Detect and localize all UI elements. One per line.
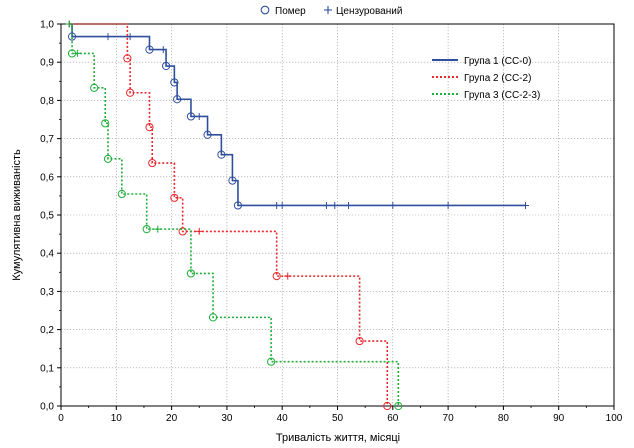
death-marker-icon: [260, 5, 270, 15]
legend-label-group-3: Група 3 (СС-2-3): [464, 90, 540, 101]
censored-marker: [389, 201, 397, 209]
y-tick-label: 0,4: [40, 249, 54, 260]
death-marker: [208, 313, 218, 322]
series-group-3: [65, 20, 403, 411]
death-marker: [355, 336, 364, 346]
censored-marker-icon: [324, 6, 332, 14]
censored-marker: [74, 49, 82, 57]
x-tick-label: 90: [553, 413, 565, 424]
death-marker: [383, 401, 392, 411]
y-tick-label: 0,2: [40, 325, 54, 336]
censored-marker: [345, 201, 353, 209]
death-legend-label: Помер: [275, 6, 306, 17]
y-tick-label: 0,0: [40, 402, 54, 413]
x-axis: 0 10 20 30 40 50 60 70 80 90 100: [58, 406, 623, 424]
death-marker: [90, 83, 99, 92]
death-marker: [394, 401, 403, 411]
death-marker: [233, 201, 243, 210]
death-marker: [272, 272, 281, 281]
x-tick-label: 0: [58, 413, 64, 424]
y-tick-label: 0,6: [40, 172, 54, 183]
series-line-1: [69, 23, 526, 207]
y-tick-label: 0,1: [40, 363, 54, 374]
censored-marker: [126, 33, 134, 41]
censored-marker: [159, 46, 167, 54]
censored-marker: [195, 112, 203, 120]
death-marker: [103, 154, 113, 163]
x-tick-label: 10: [111, 413, 123, 424]
death-marker: [101, 119, 110, 128]
x-tick-label: 40: [277, 413, 289, 424]
series-layer: [65, 20, 530, 411]
censored-marker: [522, 201, 530, 209]
x-tick-label: 70: [443, 413, 455, 424]
y-axis-title: Кумулятивна виживаність: [11, 149, 23, 281]
y-tick-label: 0,7: [40, 134, 54, 145]
series-line-2: [69, 23, 389, 406]
death-marker: [186, 269, 196, 278]
series-legend: Група 1 (СС-0) Група 2 (СС-2) Група 3 (С…: [432, 56, 540, 101]
x-tick-label: 80: [498, 413, 510, 424]
death-marker: [145, 45, 154, 54]
censored-marker: [322, 201, 330, 209]
series-line-3: [69, 23, 400, 406]
y-axis: 0,0 0,1 0,2 0,3 0,4 0,5 0,6 0,7 0,8 0,9 1,0: [40, 20, 61, 413]
legend-label-group-1: Група 1 (СС-0): [464, 56, 531, 67]
death-marker: [161, 61, 171, 71]
death-marker: [145, 123, 154, 132]
death-marker: [123, 54, 132, 63]
death-marker: [178, 227, 187, 236]
death-marker: [67, 32, 77, 41]
death-marker: [173, 95, 182, 104]
death-marker: [186, 112, 196, 121]
censored-marker: [331, 201, 339, 209]
series-group-1: [65, 20, 530, 210]
grid: [61, 24, 614, 406]
death-marker: [203, 130, 212, 139]
y-tick-label: 0,3: [40, 287, 54, 298]
censored-marker: [284, 272, 292, 280]
y-tick-label: 0,8: [40, 96, 54, 107]
censored-marker: [104, 33, 112, 41]
censored-marker: [278, 201, 286, 209]
death-marker: [217, 150, 226, 159]
censored-marker: [65, 20, 73, 28]
legend-label-group-2: Група 2 (СС-2): [464, 73, 531, 84]
y-tick-label: 1,0: [40, 20, 54, 31]
death-marker: [142, 225, 151, 234]
x-tick-label: 20: [166, 413, 178, 424]
death-marker: [170, 78, 179, 87]
death-marker: [117, 189, 126, 199]
death-marker: [148, 158, 157, 168]
x-tick-label: 50: [332, 413, 344, 424]
y-tick-label: 0,5: [40, 211, 54, 222]
censored-marker: [154, 225, 162, 233]
top-legend: Помер Цензурований: [260, 5, 402, 17]
censored-marker: [195, 227, 203, 235]
death-marker: [228, 176, 237, 185]
death-marker: [126, 88, 135, 97]
censored-marker: [444, 201, 452, 209]
x-tick-label: 30: [221, 413, 233, 424]
y-tick-label: 0,9: [40, 58, 54, 69]
x-tick-label: 60: [387, 413, 399, 424]
censored-legend-label: Цензурований: [336, 6, 402, 17]
death-marker: [170, 193, 179, 202]
x-tick-label: 100: [606, 413, 623, 424]
death-marker: [267, 357, 276, 366]
x-axis-title: Тривалість життя, місяці: [276, 432, 400, 444]
series-group-2: [65, 20, 392, 411]
